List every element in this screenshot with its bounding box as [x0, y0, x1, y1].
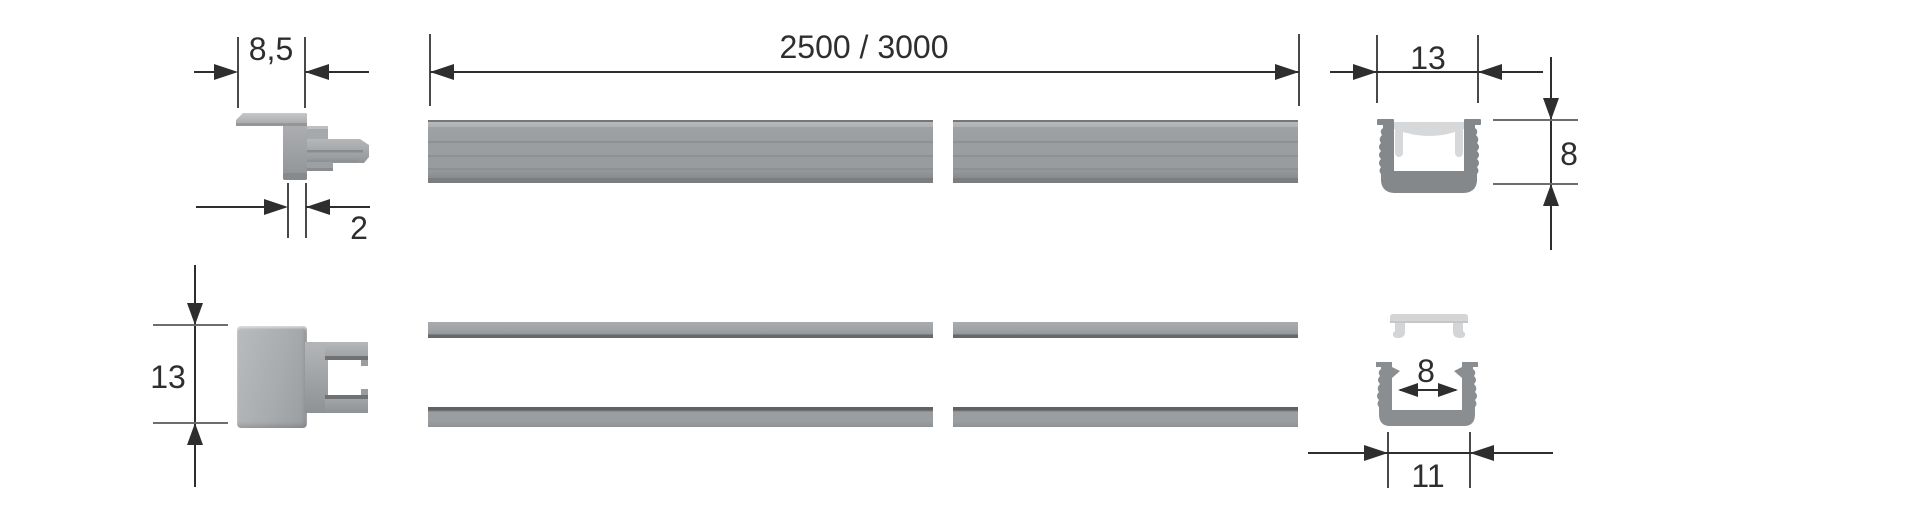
channel-wall-right [1462, 364, 1477, 412]
clip-web [305, 342, 328, 413]
section-diffuser-leg-right [1455, 127, 1463, 157]
dimension-line [194, 265, 196, 487]
endcap-side-view [236, 113, 369, 180]
endcap-front-body [237, 326, 307, 428]
diffuser-bar [1390, 314, 1468, 323]
cap-tab-shade [307, 159, 359, 163]
arrowhead-left-icon [1470, 445, 1494, 461]
dimension-line [430, 71, 1299, 73]
arrowhead-left-icon [305, 64, 329, 80]
clip-prong-bottom [325, 395, 368, 413]
cap-lower-step [307, 162, 333, 171]
arrowhead-right-icon [1353, 64, 1377, 80]
dim-label-endcap-lip: 2 [350, 210, 368, 246]
arrowhead-up-icon [1543, 184, 1559, 206]
arrowhead-left-icon [430, 64, 454, 80]
section-wall-left [1379, 122, 1394, 179]
cap-upper-step-highlight [307, 126, 328, 129]
dimension-line [1550, 57, 1552, 250]
dimension-line [305, 71, 369, 73]
endcap-front-clip [305, 342, 368, 413]
profile-bottom-edge-strip [428, 407, 933, 427]
clip-prong-top-edge [325, 356, 368, 360]
dimension-line [1330, 71, 1543, 73]
profile-top-diffuser-area [953, 338, 1298, 407]
dim-label-profile-outer-width: 13 [1410, 40, 1446, 76]
extension-line [1298, 34, 1300, 106]
dimension-line [1308, 452, 1553, 454]
dimension-line [196, 206, 276, 208]
exploded-diffuser [1390, 314, 1468, 338]
profile-top-diffuser-area [428, 338, 933, 407]
channel-lip-right [1454, 367, 1462, 378]
channel-lip-left [1392, 367, 1400, 378]
section-diffuser-leg-left [1395, 127, 1403, 157]
arrowhead-left-icon [306, 199, 330, 215]
tick-line [1493, 183, 1578, 185]
section-diffuser [1394, 122, 1464, 136]
clip-prong-top [325, 342, 368, 360]
dim-label-endcap-width: 8,5 [248, 31, 294, 67]
channel-wall-left [1377, 364, 1392, 412]
extension-line [287, 183, 289, 238]
diffuser-bar-shade [1390, 321, 1468, 323]
arrowhead-left-icon [1478, 64, 1502, 80]
cap-lip [236, 113, 307, 126]
section-cavity [1394, 131, 1464, 171]
section-base [1380, 171, 1478, 193]
arrowhead-right-icon [264, 199, 288, 215]
clip-prong-bottom-edge [325, 395, 368, 399]
dim-label-endcap-height: 13 [150, 359, 186, 395]
tick-line [1493, 119, 1578, 121]
cap-upper-step [307, 126, 328, 140]
extension-line [1376, 35, 1378, 103]
dim-label-profile-length: 2500 / 3000 [779, 29, 949, 65]
diffuser-leg-left [1392, 323, 1405, 338]
arrowhead-left-icon [1398, 383, 1418, 397]
profile-side-view-right-segment [953, 120, 1298, 183]
extension-line [1387, 432, 1389, 488]
profile-side-view-left-segment [428, 120, 933, 183]
dimension-line [306, 206, 370, 208]
dim-label-channel-base-width: 11 [1411, 458, 1445, 494]
extension-line [237, 37, 239, 108]
arrowhead-up-icon [187, 423, 203, 445]
channel-base [1379, 410, 1475, 426]
arrowhead-down-icon [187, 303, 203, 325]
arrowhead-down-icon [1543, 98, 1559, 120]
cap-stem-foot [283, 173, 307, 180]
clip-prong-top-lip [361, 360, 368, 366]
arrowhead-right-icon [1275, 64, 1299, 80]
tick-line [153, 324, 228, 326]
dim-label-channel-inner-width: 8 [1417, 353, 1435, 389]
clip-prong-bottom-lip [361, 389, 368, 395]
arrowhead-right-icon [1364, 445, 1388, 461]
arrowhead-right-icon [1438, 383, 1458, 397]
cross-section-assembled [1377, 119, 1481, 193]
cap-lip-shadow [236, 123, 307, 126]
dimension-line [1400, 389, 1456, 391]
profile-bottom-edge-strip [953, 407, 1298, 427]
diffuser-leg-right [1453, 323, 1466, 338]
profile-top-edge-strip [428, 322, 933, 338]
cap-tab-groove [307, 150, 363, 153]
cap-lower-step-shade [307, 168, 333, 171]
dimension-line [194, 71, 226, 73]
profile-top-edge-strip [953, 322, 1298, 338]
cap-stem [283, 113, 307, 180]
arrowhead-right-icon [214, 64, 238, 80]
dim-label-profile-height: 8 [1560, 136, 1578, 172]
section-wall-right [1464, 122, 1479, 179]
